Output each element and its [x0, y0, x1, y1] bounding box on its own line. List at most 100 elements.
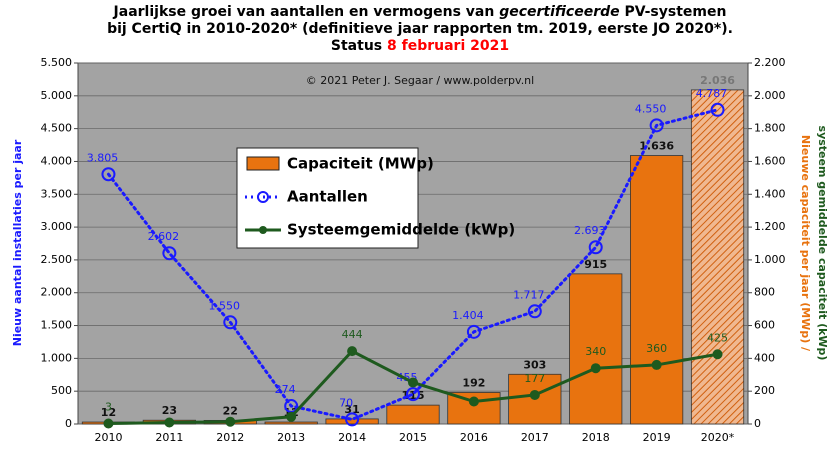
- y2-tick-label: 1.600: [754, 154, 786, 167]
- y-tick-label: 4.000: [41, 154, 73, 167]
- x-tick-label: 2017: [521, 431, 549, 444]
- y2-tick-label: 1.000: [754, 253, 786, 266]
- point: [406, 387, 420, 402]
- bar-label: 1.636: [639, 140, 674, 153]
- point-label: 3: [105, 401, 112, 414]
- y2-tick-label: 2.200: [754, 56, 786, 69]
- point: [651, 359, 662, 370]
- y2-tick-label: 200: [754, 384, 775, 397]
- bar-label: 303: [523, 358, 546, 371]
- x-tick-label: 2012: [216, 431, 244, 444]
- bar-label: 12: [101, 406, 116, 419]
- point-label: 340: [585, 345, 606, 358]
- y-tick-label: 5.500: [41, 56, 73, 69]
- bar-label: 915: [584, 258, 607, 271]
- point-label: 360: [646, 342, 667, 355]
- x-tick-label: 2016: [460, 431, 488, 444]
- x-tick-label: 2013: [277, 431, 305, 444]
- point-label: 4.787: [696, 87, 728, 100]
- point: [103, 418, 114, 429]
- point: [162, 246, 177, 261]
- point: [225, 416, 236, 427]
- y-tick-label: 5.000: [41, 89, 73, 102]
- y2-axis-label: systeem gemiddelde capaciteit (kWp): [816, 126, 829, 361]
- legend-label: Aantallen: [287, 188, 368, 206]
- point: [468, 396, 479, 407]
- point: [712, 349, 723, 360]
- point: [649, 118, 664, 133]
- bar-label: 2.036: [700, 74, 735, 87]
- point-label: 177: [524, 372, 545, 385]
- y2-tick-label: 2.000: [754, 89, 786, 102]
- y-tick-label: 1.500: [41, 319, 73, 332]
- legend-label: Capaciteit (MWp): [287, 155, 434, 173]
- bar: [569, 273, 623, 425]
- line: [106, 108, 720, 421]
- x-tick-label: 2011: [155, 431, 183, 444]
- y-tick-label: 4.500: [41, 122, 73, 135]
- y2-tick-label: 1.400: [754, 187, 786, 200]
- point-label: 425: [707, 331, 728, 344]
- point: [527, 304, 542, 319]
- bar-label: 31: [344, 403, 359, 416]
- y-tick-label: 500: [51, 384, 72, 397]
- point: [408, 377, 418, 388]
- point: [345, 412, 360, 427]
- point-label: 70: [339, 396, 353, 409]
- y-tick-label: 3.500: [41, 187, 73, 200]
- chart-title: Status 8 februari 2021: [331, 38, 509, 54]
- point: [466, 324, 481, 339]
- y2-tick-label: 800: [754, 286, 775, 299]
- x-tick-label: 2018: [582, 431, 610, 444]
- bar: [325, 418, 379, 425]
- bar: [630, 155, 684, 425]
- x-tick-label: 2010: [94, 431, 122, 444]
- annotation: © 2021 Peter J. Segaar / www.polderpv.nl: [306, 74, 534, 87]
- chart-title: Jaarlijkse groei van aantallen en vermog…: [113, 4, 727, 20]
- y2-tick-label: 1.200: [754, 220, 786, 233]
- point: [286, 411, 297, 422]
- y2-tick-label: 1.800: [754, 122, 786, 135]
- x-tick-label: 2020*: [701, 431, 735, 444]
- point: [347, 346, 358, 357]
- y-tick-label: 0: [65, 417, 72, 430]
- legend: Capaciteit (MWp) Aantallen Systeemgemidd…: [236, 147, 515, 249]
- point: [223, 315, 238, 330]
- point: [164, 417, 175, 428]
- y2-tick-label: 400: [754, 351, 775, 364]
- bar: [508, 373, 562, 425]
- point-label: 274: [275, 383, 296, 396]
- point-label: 4.550: [635, 102, 667, 115]
- x-tick-label: 2019: [643, 431, 671, 444]
- point-label: 2.693: [574, 224, 606, 237]
- bar: [690, 89, 745, 425]
- point-label: 3.805: [87, 151, 119, 164]
- point: [101, 167, 116, 182]
- point: [588, 240, 603, 255]
- y-tick-label: 1.000: [41, 351, 73, 364]
- bar-label: 192: [462, 376, 485, 389]
- point-label: 1.717: [513, 288, 545, 301]
- y2-tick-label: 0: [754, 417, 761, 430]
- point-label: 444: [342, 328, 363, 341]
- point-label: 1.404: [452, 309, 484, 322]
- bar-label: 22: [223, 404, 238, 417]
- y2-tick-label: 600: [754, 319, 775, 332]
- bar: [447, 392, 501, 425]
- y-axis-label: Nieuw aantal installaties per jaar: [11, 139, 24, 346]
- point: [529, 389, 540, 400]
- chart-title: bij CertiQ in 2010-2020* (definitieve ja…: [107, 21, 733, 37]
- x-tick-label: 2014: [338, 431, 366, 444]
- point-label: 2.602: [148, 230, 180, 243]
- y2-axis-label: Nieuwe capaciteit per jaar (MWp) /: [799, 135, 812, 352]
- legend-label: Systeemgemiddelde (kWp): [287, 221, 515, 239]
- y-tick-label: 3.000: [41, 220, 73, 233]
- y-tick-label: 2.500: [41, 253, 73, 266]
- point: [590, 363, 601, 374]
- y-tick-label: 2.000: [41, 286, 73, 299]
- bar: [386, 404, 440, 425]
- point-label: 1.550: [209, 299, 241, 312]
- x-tick-label: 2015: [399, 431, 427, 444]
- point: [710, 102, 725, 117]
